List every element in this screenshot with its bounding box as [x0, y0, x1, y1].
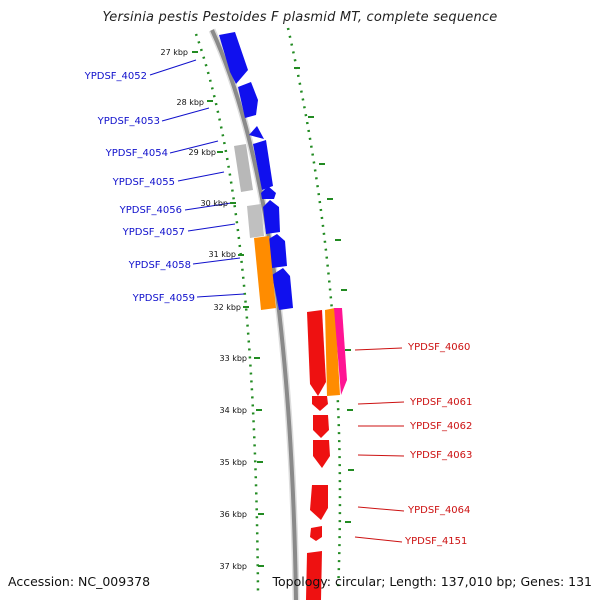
reverse-genes-track: [306, 308, 347, 600]
gene-label: YPDSF_4055: [112, 177, 175, 188]
gene-feature: [234, 144, 253, 192]
gene-label: YPDSF_4054: [105, 148, 168, 159]
gene-feature: [261, 186, 276, 199]
gene-label: YPDSF_4061: [409, 397, 472, 408]
gene-feature: [267, 234, 287, 268]
forward-genes-track: [219, 32, 293, 310]
kbp-labels: 27 kbp 28 kbp 29 kbp 30 kbp 31 kbp 32 kb…: [160, 48, 247, 571]
gene-feature: [312, 396, 328, 411]
inner-ticks: [192, 51, 264, 567]
accession-text: Accession: NC_009378: [8, 574, 151, 589]
topology-text: Topology: circular; Length: 137,010 bp; …: [272, 574, 593, 589]
gene-feature: [313, 440, 330, 468]
gene-feature: [310, 485, 328, 520]
gene-label: YPDSF_4057: [122, 227, 185, 238]
gene-label: YPDSF_4053: [97, 116, 160, 127]
kbp-label: 30 kbp: [200, 199, 228, 208]
gene-label: YPDSF_4058: [128, 260, 191, 271]
gene-feature: [307, 310, 326, 396]
gene-feature: [272, 268, 293, 310]
forward-gene-labels: YPDSF_4052 YPDSF_4053 YPDSF_4054 YPDSF_4…: [84, 71, 195, 304]
gene-label: YPDSF_4064: [407, 505, 470, 516]
kbp-label: 36 kbp: [219, 510, 247, 519]
gene-label: YPDSF_4052: [84, 71, 147, 82]
kbp-label: 31 kbp: [208, 250, 236, 259]
gene-feature: [263, 200, 280, 234]
gene-label: YPDSF_4062: [409, 421, 472, 432]
outer-tick-ring: [286, 27, 342, 593]
gene-feature: [313, 415, 329, 438]
gene-feature: [254, 236, 276, 310]
gene-label: YPDSF_4151: [404, 536, 467, 547]
gene-feature: [247, 204, 264, 238]
reverse-gene-labels: YPDSF_4060 YPDSF_4061 YPDSF_4062 YPDSF_4…: [404, 342, 472, 547]
kbp-label: 32 kbp: [213, 303, 241, 312]
gene-feature: [310, 526, 322, 541]
kbp-label: 37 kbp: [219, 562, 247, 571]
gene-feature: [253, 140, 273, 190]
gene-label: YPDSF_4059: [132, 293, 195, 304]
gene-feature: [249, 126, 264, 139]
forward-leader-lines: [149, 59, 245, 298]
kbp-label: 28 kbp: [176, 98, 204, 107]
gene-feature: [219, 32, 248, 84]
gene-label: YPDSF_4063: [409, 450, 472, 461]
kbp-label: 33 kbp: [219, 354, 247, 363]
kbp-label: 29 kbp: [188, 148, 216, 157]
reverse-leader-lines: [354, 347, 405, 543]
gene-label: YPDSF_4056: [119, 205, 182, 216]
inner-tick-ring: [194, 33, 260, 593]
kbp-label: 27 kbp: [160, 48, 188, 57]
map-title: Yersinia pestis Pestoides F plasmid MT, …: [102, 10, 498, 25]
outer-ticks: [294, 67, 354, 523]
other-genes-track: [234, 144, 276, 310]
gene-feature: [238, 82, 258, 118]
gene-label: YPDSF_4060: [407, 342, 470, 353]
gene-feature: [306, 551, 322, 600]
gene-feature: [334, 308, 347, 395]
kbp-label: 34 kbp: [219, 406, 247, 415]
kbp-label: 35 kbp: [219, 458, 247, 467]
